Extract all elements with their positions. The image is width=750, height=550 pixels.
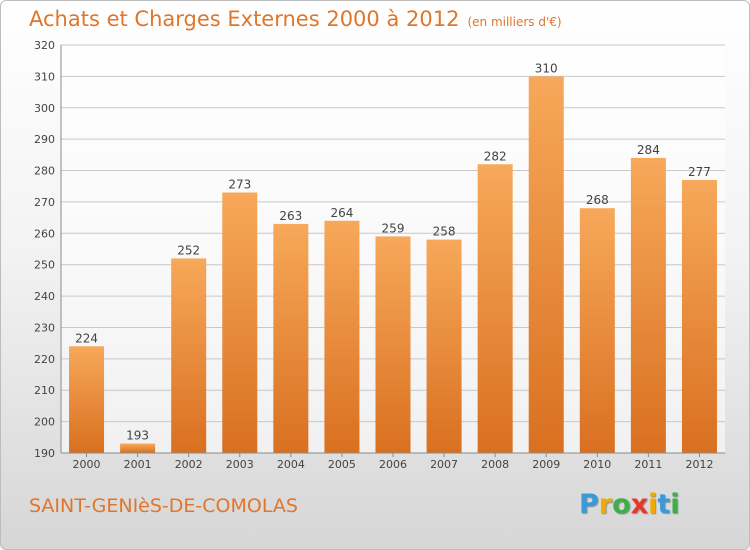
bar <box>426 239 462 453</box>
y-tick-label: 210 <box>34 384 55 397</box>
bar <box>222 192 258 453</box>
bar <box>324 220 360 453</box>
logo-letter: o <box>612 489 631 520</box>
bar-value-label: 310 <box>535 61 558 75</box>
bar <box>375 236 411 453</box>
logo-letter: r <box>598 489 613 520</box>
y-tick-label: 200 <box>34 416 55 429</box>
bar <box>120 443 156 453</box>
x-tick-label: 2005 <box>328 458 356 471</box>
logo-letter: x <box>630 489 649 520</box>
bar-value-label: 284 <box>637 143 660 157</box>
chart-title-text: Achats et Charges Externes 2000 à 2012 <box>29 7 460 31</box>
y-tick-label: 290 <box>34 133 55 146</box>
y-tick-label: 270 <box>34 196 55 209</box>
x-tick-label: 2002 <box>175 458 203 471</box>
bar-value-label: 193 <box>126 429 149 443</box>
chart-title: Achats et Charges Externes 2000 à 2012 (e… <box>29 7 562 31</box>
bar-value-label: 273 <box>228 178 251 192</box>
x-tick-label: 2004 <box>277 458 305 471</box>
bar-value-label: 282 <box>484 149 507 163</box>
y-tick-label: 260 <box>34 227 55 240</box>
bar <box>528 76 564 453</box>
bar-value-label: 224 <box>75 331 98 345</box>
y-tick-label: 320 <box>34 39 55 52</box>
x-tick-label: 2003 <box>226 458 254 471</box>
x-tick-label: 2012 <box>685 458 713 471</box>
logo-letter: i <box>648 489 658 520</box>
x-tick-label: 2008 <box>481 458 509 471</box>
bar-value-label: 277 <box>688 165 711 179</box>
logo-letter: P <box>579 489 599 520</box>
bar-value-label: 259 <box>382 221 405 235</box>
bar-value-label: 252 <box>177 243 200 257</box>
x-axis-tick-labels: 2000 2001 2002 2003 2004 2005 2006 2007 2008 2009… <box>73 453 713 471</box>
y-tick-label: 240 <box>34 290 55 303</box>
bar-value-label: 258 <box>433 225 456 239</box>
x-tick-label: 2011 <box>634 458 662 471</box>
y-axis-tick-labels: 190 200 210 220 230 240 250 260 270 280 290 300 310 3… <box>34 39 55 460</box>
bar <box>579 208 615 453</box>
proxiti-logo: Proxiti <box>579 489 680 520</box>
bar <box>477 164 513 453</box>
x-tick-label: 2010 <box>583 458 611 471</box>
y-tick-label: 250 <box>34 259 55 272</box>
bar <box>69 346 105 453</box>
x-tick-label: 2006 <box>379 458 407 471</box>
chart-unit: (en milliers d'€) <box>467 15 562 29</box>
y-tick-label: 300 <box>34 102 55 115</box>
y-tick-label: 280 <box>34 165 55 178</box>
x-tick-label: 2001 <box>124 458 152 471</box>
bar <box>273 223 309 453</box>
bars: 224 193 252 273 263 264 259 258 282 310 268 284 277 <box>69 61 717 453</box>
x-tick-label: 2000 <box>73 458 101 471</box>
x-tick-label: 2007 <box>430 458 458 471</box>
y-tick-label: 220 <box>34 353 55 366</box>
bar-value-label: 268 <box>586 193 609 207</box>
bar-value-label: 264 <box>330 206 353 220</box>
logo-letter: i <box>670 489 680 520</box>
y-tick-label: 190 <box>34 447 55 460</box>
y-tick-label: 230 <box>34 321 55 334</box>
y-tick-label: 310 <box>34 70 55 83</box>
bar <box>630 157 666 453</box>
bar <box>681 179 717 453</box>
logo-letter: t <box>657 489 671 520</box>
bar <box>171 258 207 453</box>
bar-value-label: 263 <box>279 209 302 223</box>
city-name: SAINT-GENIèS-DE-COMOLAS <box>29 495 298 517</box>
x-tick-label: 2009 <box>532 458 560 471</box>
